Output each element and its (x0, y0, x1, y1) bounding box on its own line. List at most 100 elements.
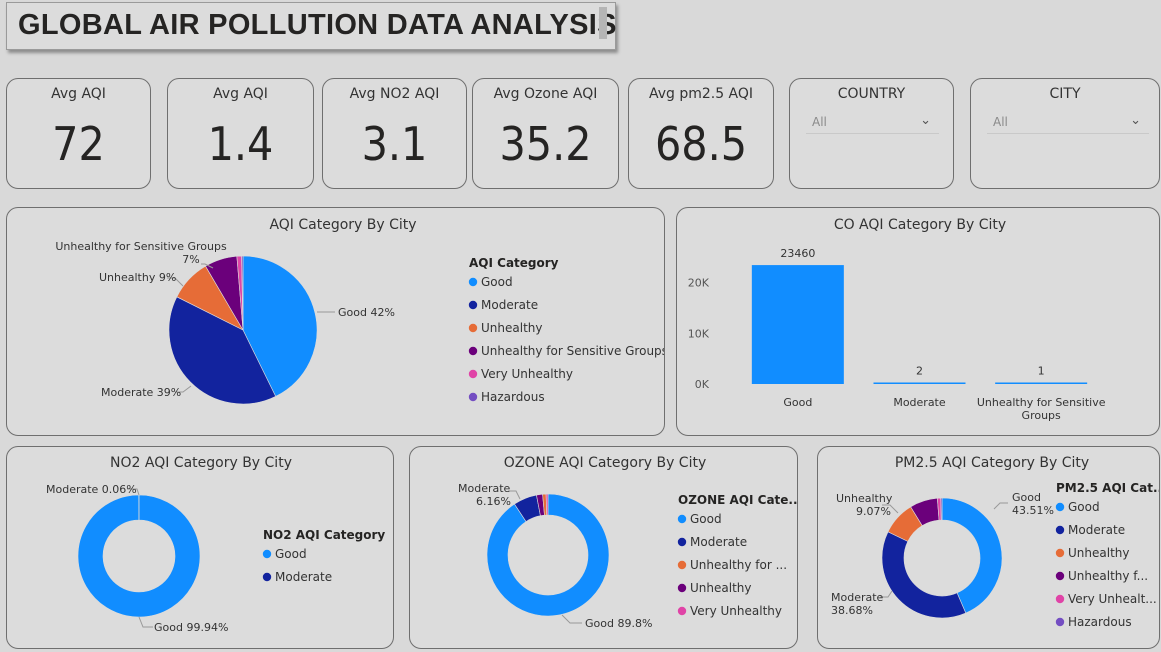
legend-title: AQI Category (469, 256, 559, 270)
kpi-value: 68.5 (629, 117, 773, 171)
data-label-unhealthy: Unhealthy (836, 492, 893, 505)
legend-item-good[interactable]: Good (1056, 500, 1100, 514)
ozone-category-panel: OZONE AQI Category By City Good 89.8%Mod… (409, 446, 798, 649)
chart-title: PM2.5 AQI Category By City (895, 455, 1089, 471)
chevron-down-icon[interactable]: ⌄ (920, 113, 931, 128)
y-tick-label: 10K (688, 327, 710, 340)
country-dropdown[interactable]: All ⌄ (806, 112, 939, 134)
bar-data-label: 2 (916, 365, 923, 378)
legend-item-moderate[interactable]: Moderate (263, 570, 332, 584)
legend-item-unhealthy-for-sensitive-groups[interactable]: Unhealthy for Sensitive Groups (469, 344, 664, 358)
legend-item-unhealthy[interactable]: Unhealthy (1056, 546, 1130, 560)
data-label-good: Good 89.8% (585, 617, 652, 630)
bar-data-label: 23460 (780, 247, 815, 260)
legend-item-unhealthy[interactable]: Unhealthy (469, 321, 543, 335)
legend-label: Unhealthy for Sensitive Groups (481, 344, 664, 358)
kpi-value: 72 (7, 117, 150, 171)
legend-item-unhealthy-for[interactable]: Unhealthy for ... (678, 558, 787, 572)
legend-item-very-unhealthy[interactable]: Very Unhealthy (469, 367, 573, 381)
bar-unhealthy-for-sensitive-groups[interactable] (995, 383, 1087, 385)
legend-item-hazardous[interactable]: Hazardous (1056, 615, 1132, 629)
kpi-value: 35.2 (473, 117, 618, 171)
data-label-value: 43.51% (1012, 504, 1054, 517)
aqi-category-chart: AQI Category By City Good 42%Moderate 39… (7, 208, 664, 435)
bar-good[interactable] (752, 265, 844, 384)
legend-label: Very Unhealt... (1068, 592, 1157, 606)
legend-title: OZONE AQI Cate... (678, 493, 797, 507)
legend-item-very-unhealthy[interactable]: Very Unhealthy (678, 604, 782, 618)
data-label-value: 9.07% (856, 505, 891, 518)
legend-label: Moderate (690, 535, 747, 549)
legend-title: PM2.5 AQI Cat... (1056, 481, 1159, 495)
legend-marker (1056, 503, 1064, 511)
pie-slice-hazardous[interactable] (941, 498, 942, 520)
city-slicer: CITY All ⌄ (970, 78, 1160, 189)
legend-marker (678, 584, 686, 592)
legend-item-unhealthy-f[interactable]: Unhealthy f... (1056, 569, 1148, 583)
slicer-label: CITY (971, 86, 1159, 102)
legend-label: Unhealthy for ... (690, 558, 787, 572)
pm25-category-chart: PM2.5 AQI Category By City Good43.51%Mod… (818, 447, 1159, 648)
legend-label: Good (275, 547, 307, 561)
x-category-label: Groups (1022, 409, 1061, 422)
legend-item-hazardous[interactable]: Hazardous (469, 390, 545, 404)
legend-label: Hazardous (1068, 615, 1132, 629)
kpi-card-avg-pm25-aqi: Avg pm2.5 AQI 68.5 (628, 78, 774, 189)
data-label-good: Good (1012, 491, 1041, 504)
legend-label: Good (1068, 500, 1100, 514)
legend-label: Very Unhealthy (481, 367, 573, 381)
legend-item-good[interactable]: Good (469, 275, 513, 289)
no2-category-chart: NO2 AQI Category By City Good 99.94% Mode… (7, 447, 393, 648)
dropdown-value: All (812, 115, 827, 129)
legend-label: Very Unhealthy (690, 604, 782, 618)
bar-moderate[interactable] (874, 383, 966, 385)
chart-title: AQI Category By City (269, 217, 416, 233)
legend-item-unhealthy[interactable]: Unhealthy (678, 581, 752, 595)
ozone-category-chart: OZONE AQI Category By City Good 89.8%Mod… (410, 447, 797, 648)
legend-marker (1056, 618, 1064, 626)
y-tick-label: 20K (688, 277, 710, 290)
legend-label: Unhealthy (1068, 546, 1129, 560)
page-title: GLOBAL AIR POLLUTION DATA ANALYSIS (18, 9, 617, 42)
data-label-moderate: Moderate (831, 591, 884, 604)
data-label-value: 6.16% (476, 495, 511, 508)
chart-title: NO2 AQI Category By City (110, 455, 292, 471)
legend-item-very-unhealt[interactable]: Very Unhealt... (1056, 592, 1157, 606)
legend-label: Moderate (481, 298, 538, 312)
legend-item-moderate[interactable]: Moderate (469, 298, 538, 312)
legend-item-good[interactable]: Good (678, 512, 722, 526)
data-label-value: 38.68% (831, 604, 873, 617)
leader-line (994, 503, 1008, 509)
kpi-label: Avg Ozone AQI (473, 86, 618, 102)
no2-category-panel: NO2 AQI Category By City Good 99.94% Mode… (6, 446, 394, 649)
pie-slice-moderate[interactable] (882, 532, 966, 618)
country-slicer: COUNTRY All ⌄ (789, 78, 954, 189)
legend-marker (469, 278, 477, 286)
chevron-down-icon[interactable]: ⌄ (1130, 113, 1141, 128)
legend-marker (263, 573, 271, 581)
data-label-good: Good 99.94% (154, 621, 228, 634)
legend-item-good[interactable]: Good (263, 547, 307, 561)
legend-label: Good (481, 275, 513, 289)
data-label-moderate: Moderate (458, 482, 511, 495)
kpi-label: Avg NO2 AQI (323, 86, 466, 102)
legend-marker (469, 347, 477, 355)
legend-label: Unhealthy (690, 581, 751, 595)
legend-label: Good (690, 512, 722, 526)
legend-marker (469, 393, 477, 401)
legend-marker (678, 515, 686, 523)
legend-marker (469, 301, 477, 309)
kpi-label: Avg AQI (168, 86, 313, 102)
x-category-label: Unhealthy for Sensitive (977, 396, 1106, 409)
data-label-moderate: Moderate 0.06% (46, 483, 137, 496)
legend-item-moderate[interactable]: Moderate (1056, 523, 1125, 537)
slicer-label: COUNTRY (790, 86, 953, 102)
legend-item-moderate[interactable]: Moderate (678, 535, 747, 549)
city-dropdown[interactable]: All ⌄ (987, 112, 1149, 134)
legend-label: Unhealthy f... (1068, 569, 1148, 583)
chart-title: CO AQI Category By City (834, 217, 1006, 233)
x-category-label: Moderate (893, 396, 946, 409)
pie-slice-very-unhealthy[interactable] (546, 494, 548, 515)
